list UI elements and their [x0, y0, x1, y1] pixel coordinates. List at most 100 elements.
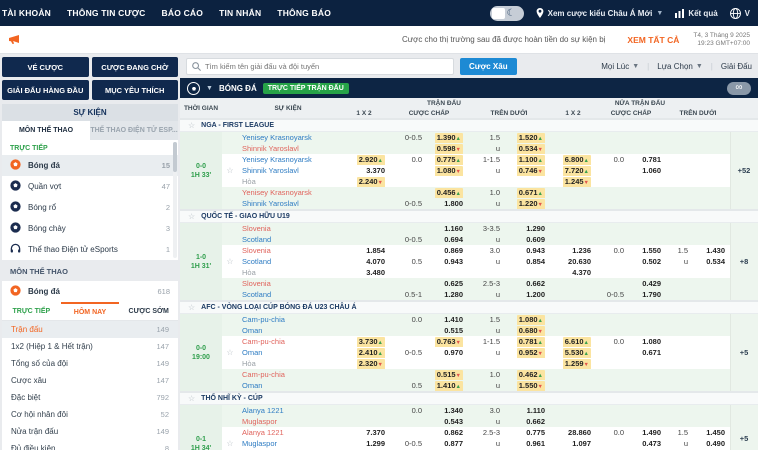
odds-cell[interactable]: 4.070 [338, 256, 390, 267]
market-item-5[interactable]: Cơ hội nhân đôi 52 [2, 406, 178, 423]
chevron-down-icon[interactable]: ▼ [206, 84, 213, 92]
market-item-2[interactable]: Tổng số của đội 149 [2, 355, 178, 372]
tab-early[interactable]: CƯỢC SỚM [128, 307, 169, 315]
odds-cell[interactable]: 0.502 [628, 256, 666, 267]
odds-cell[interactable]: 1.060 [628, 165, 666, 176]
more-markets-link[interactable]: +5 [739, 348, 749, 357]
sidebar-item-soccer[interactable]: Bóng đá 618 [2, 281, 178, 302]
odds-cell[interactable]: 1.854 [338, 245, 390, 256]
odds-cell[interactable]: 20.630 [550, 256, 596, 267]
odds-cell[interactable]: 0.961 [504, 438, 550, 449]
odds-cell[interactable]: 1.080▲ [504, 314, 550, 325]
odds-cell[interactable]: 0.456▲ [426, 187, 468, 198]
tab-sports[interactable]: MÔN THỂ THAO [2, 121, 90, 140]
odds-cell[interactable]: 28.860 [550, 427, 596, 438]
odds-cell[interactable]: 1.200 [504, 289, 550, 300]
odds-cell[interactable]: 0.429 [628, 278, 666, 289]
odds-cell[interactable]: 0.473 [628, 438, 666, 449]
market-item-1[interactable]: 1x2 (Hiệp 1 & Hết trận) 147 [2, 338, 178, 355]
odds-cell[interactable]: 2.920▲ [338, 154, 390, 165]
odds-cell[interactable]: 0.775 [504, 427, 550, 438]
odds-cell[interactable]: 1.490 [628, 427, 666, 438]
odds-cell[interactable]: 1.160 [426, 223, 468, 234]
top-menu-item-4[interactable]: THÔNG BÁO [277, 8, 332, 18]
tab-live[interactable]: TRỰC TIẾP [12, 307, 51, 315]
odds-cell[interactable]: 0.671▲ [504, 187, 550, 198]
odds-cell[interactable]: 1.259▼ [550, 358, 596, 369]
odds-cell[interactable]: 7.370 [338, 427, 390, 438]
more-markets-link[interactable]: +8 [739, 257, 749, 266]
odds-cell[interactable]: 0.763▼ [426, 336, 468, 347]
asian-view-selector[interactable]: Xem cược kiểu Châu Á Mới ▼ [536, 8, 663, 18]
top-menu-item-3[interactable]: TIN NHẮN [219, 8, 262, 18]
odds-cell[interactable]: 1.790 [628, 289, 666, 300]
odds-cell[interactable]: 1.450 [692, 427, 730, 438]
odds-cell[interactable]: 1.220▼ [504, 198, 550, 209]
odds-cell[interactable]: 1.410▲ [426, 380, 468, 391]
star-icon[interactable]: ☆ [188, 393, 196, 403]
filter-anytime[interactable]: Mọi Lúc ▼ [601, 61, 640, 71]
favorite-star-icon[interactable]: ☆ [226, 257, 234, 266]
league-header[interactable]: ☆ NGA - FIRST LEAGUE [180, 120, 758, 132]
market-item-4[interactable]: Đặc biệt 792 [2, 389, 178, 406]
odds-cell[interactable]: 0.775▲ [426, 154, 468, 165]
odds-cell[interactable]: 3.370 [338, 165, 390, 176]
filter-league[interactable]: Giải Đấu [720, 61, 752, 71]
sidebar-item-basketball[interactable]: Bóng rổ 2 [2, 197, 178, 218]
odds-cell[interactable]: 0.943 [426, 256, 468, 267]
search-input[interactable] [205, 61, 448, 71]
market-item-3[interactable]: Cược xâu 147 [2, 372, 178, 389]
odds-cell[interactable]: 0.694 [426, 234, 468, 245]
odds-cell[interactable]: 0.970 [426, 347, 468, 358]
odds-cell[interactable]: 1.080 [628, 336, 666, 347]
odds-cell[interactable]: 2.320▼ [338, 358, 390, 369]
league-header[interactable]: ☆ THỔ NHĨ KỲ - CÚP [180, 393, 758, 405]
odds-cell[interactable]: 1.390▲ [426, 132, 468, 143]
odds-cell[interactable]: 1.340 [426, 405, 468, 416]
odds-cell[interactable]: 0.609 [504, 234, 550, 245]
odds-cell[interactable]: 0.543 [426, 416, 468, 427]
odds-cell[interactable]: 6.800▲ [550, 154, 596, 165]
odds-cell[interactable]: 4.370 [550, 267, 596, 278]
sidebar-item-tennis[interactable]: Quần vợt 47 [2, 176, 178, 197]
odds-cell[interactable]: 6.610▲ [550, 336, 596, 347]
odds-cell[interactable]: 0.781▲ [504, 336, 550, 347]
odds-cell[interactable]: 0.662 [504, 416, 550, 427]
sidebar-button-3[interactable]: MỤC YÊU THÍCH [91, 80, 178, 100]
odds-cell[interactable]: 5.530▲ [550, 347, 596, 358]
odds-cell[interactable]: 1.299 [338, 438, 390, 449]
odds-cell[interactable]: 0.877 [426, 438, 468, 449]
favorite-star-icon[interactable]: ☆ [226, 348, 234, 357]
more-markets-link[interactable]: +52 [737, 166, 751, 175]
sidebar-scrollbar[interactable] [173, 142, 177, 258]
star-icon[interactable]: ☆ [188, 211, 196, 221]
odds-cell[interactable]: 1.520▲ [504, 132, 550, 143]
odds-cell[interactable]: 3.730▲ [338, 336, 390, 347]
odds-cell[interactable]: 0.534 [692, 256, 730, 267]
results-link[interactable]: Kết quả [675, 8, 718, 18]
view-all-button[interactable]: XEM TẤT CẢ [627, 34, 680, 45]
odds-cell[interactable]: 1.280 [426, 289, 468, 300]
language-selector[interactable]: V [729, 7, 750, 19]
league-header[interactable]: ☆ AFC - VÒNG LOẠI CÚP BÓNG ĐÁ U23 CHÂU Á [180, 302, 758, 314]
top-menu-item-0[interactable]: TÀI KHOẢN [2, 8, 52, 18]
sidebar-button-2[interactable]: GIẢI ĐẤU HÀNG ĐẦU [2, 80, 89, 100]
odds-cell[interactable]: 1.290 [504, 223, 550, 234]
star-icon[interactable]: ☆ [188, 120, 196, 130]
odds-cell[interactable]: 1.100▲ [504, 154, 550, 165]
odds-cell[interactable]: 1.236 [550, 245, 596, 256]
sidebar-item-baseball[interactable]: Bóng chày 3 [2, 218, 178, 239]
odds-cell[interactable]: 1.550 [628, 245, 666, 256]
odds-cell[interactable]: 1.110 [504, 405, 550, 416]
filter-selection[interactable]: Lựa Chọn ▼ [657, 61, 703, 71]
odds-cell[interactable]: 0.534▼ [504, 143, 550, 154]
top-menu-item-1[interactable]: THÔNG TIN CƯỢC [67, 8, 146, 18]
sidebar-button-0[interactable]: VÉ CƯỢC [2, 57, 89, 77]
odds-cell[interactable]: 0.781 [628, 154, 666, 165]
odds-cell[interactable]: 0.746▼ [504, 165, 550, 176]
sidebar-item-soccer[interactable]: Bóng đá 15 [2, 155, 178, 176]
odds-cell[interactable]: 3.480 [338, 267, 390, 278]
tab-esports[interactable]: THỂ THAO ĐIỆN TỬ ESP... [90, 121, 178, 140]
sidebar-button-1[interactable]: CƯỢC ĐANG CHỜ [91, 57, 178, 77]
top-menu-item-2[interactable]: BÁO CÁO [161, 8, 204, 18]
